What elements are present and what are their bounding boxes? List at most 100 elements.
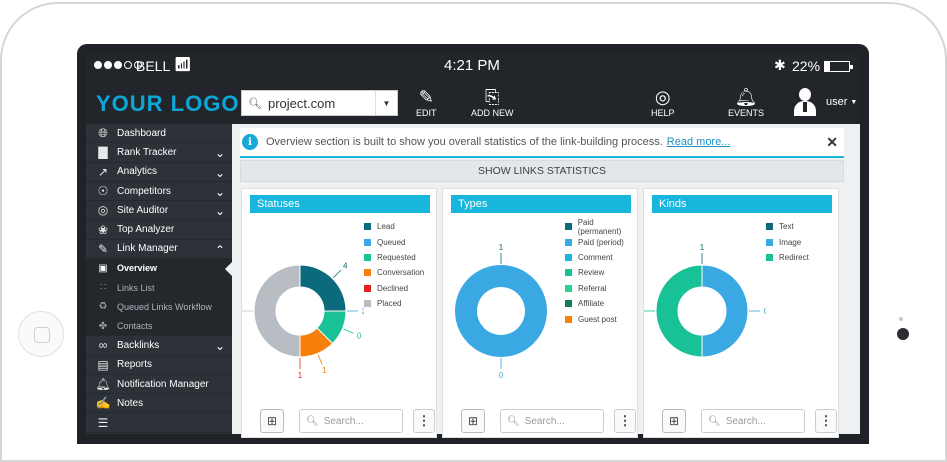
user-name: user [826, 96, 848, 108]
sidebar-item-notification-manager[interactable]: 🔔︎ Notification Manager [86, 375, 232, 395]
data-label: 2 [362, 307, 364, 316]
project-select[interactable]: 🔍︎ project.com ▼ [241, 90, 398, 116]
legend-item[interactable]: Placed [364, 296, 424, 311]
chevron-up-icon[interactable]: ⌃ [214, 242, 225, 257]
section-title[interactable]: SHOW LINKS STATISTICS [240, 160, 844, 182]
user-menu[interactable]: user ▼ [792, 88, 857, 116]
more-options-button[interactable]: ⋮ [815, 409, 837, 433]
chevron-down-icon[interactable]: ⌄ [214, 184, 225, 199]
legend-item[interactable]: Paid (permanent) [565, 218, 637, 236]
sidebar-item-links-list[interactable]: ∷ Links List [86, 278, 232, 298]
more-options-button[interactable]: ⋮ [614, 409, 636, 433]
legend-label: Referral [578, 283, 607, 293]
legend-swatch [565, 238, 572, 246]
slice-paid-period-[interactable] [455, 265, 547, 357]
sensor-dot [899, 317, 903, 321]
legend-item[interactable]: Paid (period) [565, 234, 637, 249]
sidebar-item-rank-tracker[interactable]: ▇ Rank Tracker ⌄ [86, 143, 232, 163]
sidebar-item-overview[interactable]: ▣ Overview [86, 259, 232, 279]
logo[interactable]: YOUR LOGO [96, 91, 240, 116]
target-icon: ◎ [97, 203, 109, 218]
brain-icon: ❀ [97, 222, 109, 237]
banner-text: Overview section is built to show you ov… [266, 136, 663, 148]
read-more-link[interactable]: Read more... [666, 136, 731, 148]
legend-label: Declined [377, 283, 409, 293]
legend-item[interactable]: Review [565, 265, 637, 280]
sidebar-item-competitors[interactable]: ☉ Competitors ⌄ [86, 182, 232, 202]
home-button[interactable] [18, 311, 64, 357]
legend-swatch [766, 223, 773, 231]
legend-item[interactable]: Comment [565, 250, 637, 265]
legend-label: Affiliate [578, 299, 605, 309]
chevron-down-icon[interactable]: ⌄ [214, 339, 225, 354]
table-view-button[interactable]: ⊞ [260, 409, 284, 433]
sidebar-item-site-auditor[interactable]: ◎ Site Auditor ⌄ [86, 201, 232, 221]
sidebar-item-notes[interactable]: ✍ Notes [86, 394, 232, 414]
sidebar-item-more[interactable]: ☰ [86, 413, 232, 433]
search-icon: 🔍︎ [248, 97, 262, 110]
sidebar-item-dashboard[interactable]: 🌐︎ Dashboard [86, 124, 232, 144]
sidebar-item-top-analyzer[interactable]: ❀ Top Analyzer [86, 220, 232, 240]
legend-item[interactable]: Affiliate [565, 296, 637, 311]
sidebar-item-link-manager[interactable]: ✎ Link Manager ⌃ [86, 240, 232, 260]
events-button[interactable]: 🔔︎ EVENTS [728, 86, 764, 118]
sidebar-item-contacts[interactable]: ✤ Contacts [86, 316, 232, 337]
carrier-label: BELL [136, 58, 171, 74]
legend-item[interactable]: Text [766, 219, 809, 234]
statuses-panel: Statuses 420110 LeadQueuedRequestedConve… [241, 188, 437, 438]
help-label: HELP [651, 108, 675, 118]
legend-label: Paid (period) [578, 237, 624, 247]
events-label: EVENTS [728, 108, 765, 118]
search-placeholder: Search... [323, 415, 364, 427]
search-placeholder: Search... [524, 415, 565, 427]
search-input[interactable]: 🔍︎ Search... [299, 409, 403, 433]
slice-image[interactable] [701, 264, 749, 358]
caret-down-icon: ▼ [850, 98, 858, 106]
sidebar-item-backlinks[interactable]: ∞ Backlinks ⌄ [86, 336, 232, 356]
legend-item[interactable]: Image [766, 234, 809, 249]
search-input[interactable]: 🔍︎ Search... [701, 409, 805, 433]
legend-label: Redirect [779, 252, 809, 262]
slice-placed[interactable] [253, 264, 301, 358]
types-legend: Paid (permanent) Paid (period) Comment Revi… [565, 218, 637, 327]
legend-item[interactable]: Guest post [565, 311, 637, 326]
chevron-down-icon[interactable]: ▼ [375, 91, 397, 115]
legend-label: Guest post [578, 314, 617, 324]
legend-item[interactable]: Declined [364, 281, 424, 296]
info-icon: i [242, 134, 258, 150]
close-icon[interactable]: ✕ [826, 134, 838, 150]
legend-item[interactable]: Requested [364, 250, 424, 265]
project-value: project.com [267, 95, 336, 111]
link-edit-icon: ✎ [97, 241, 109, 256]
more-options-button[interactable]: ⋮ [413, 409, 435, 433]
help-button[interactable]: ◎ HELP [651, 86, 675, 118]
bar-chart-icon: ▇ [98, 145, 108, 160]
chevron-down-icon[interactable]: ⌄ [214, 165, 225, 180]
table-view-button[interactable]: ⊞ [461, 409, 485, 433]
legend-item[interactable]: Lead [364, 219, 424, 234]
legend-swatch [565, 315, 572, 323]
search-input[interactable]: 🔍︎ Search... [500, 409, 604, 433]
edit-button[interactable]: ✎ EDIT [416, 86, 437, 118]
legend-item[interactable]: Referral [565, 281, 637, 296]
chevron-down-icon[interactable]: ⌄ [214, 204, 225, 219]
sidebar-item-analytics[interactable]: ↗ Analytics ⌄ [86, 163, 232, 182]
slice-redirect[interactable] [655, 264, 703, 358]
leader-line [332, 269, 342, 279]
legend-item[interactable]: Queued [364, 234, 424, 249]
sidebar-item-reports[interactable]: ▤ Reports [86, 356, 232, 375]
legend-label: Text [779, 222, 794, 232]
legend-swatch [766, 238, 773, 246]
legend-item[interactable]: Conversation [364, 265, 424, 280]
kinds-donut-chart: 101 [644, 243, 766, 358]
chevron-down-icon[interactable]: ⌄ [214, 146, 225, 161]
legend-item[interactable]: Redirect [766, 250, 809, 265]
data-label: 1 [322, 366, 327, 375]
legend-label: Comment [578, 252, 613, 262]
panel-title: Types [451, 195, 631, 213]
table-view-button[interactable]: ⊞ [662, 409, 686, 433]
sidebar-item-queued-links-workflow[interactable]: ♻︎ Queued Links Workflow [86, 297, 232, 317]
add-new-button[interactable]: ⎘ ADD NEW [471, 86, 514, 118]
menu-icon: ☰ [97, 415, 109, 430]
